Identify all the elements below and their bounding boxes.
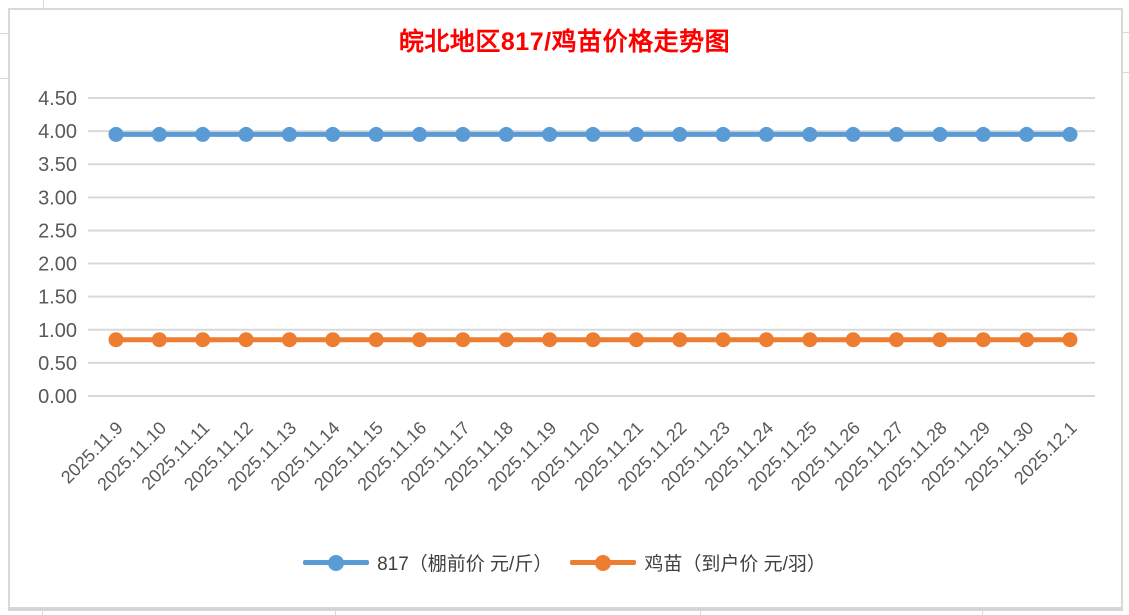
series-0-point <box>672 126 688 142</box>
legend-swatch-jimiao <box>570 554 637 571</box>
legend-label-817: 817（棚前价 元/斤） <box>377 554 553 575</box>
series-1-point <box>845 332 861 348</box>
sheet-gridline-stub <box>0 33 8 34</box>
y-axis-tick-label: 4.50 <box>38 88 77 110</box>
series-1-point <box>195 332 211 348</box>
y-axis-tick-label: 1.50 <box>38 287 77 309</box>
series-1-point <box>1019 332 1035 348</box>
y-axis-tick-label: 3.50 <box>38 154 77 176</box>
chart-legend: 817（棚前价 元/斤） 鸡苗（到户价 元/羽） <box>0 549 1129 576</box>
series-0-point <box>238 126 254 142</box>
legend-label-jimiao: 鸡苗（到户价 元/羽） <box>644 554 826 575</box>
y-axis-tick-label: 2.00 <box>38 254 77 276</box>
legend-item-jimiao: 鸡苗（到户价 元/羽） <box>570 549 826 576</box>
chart-title: 皖北地区817/鸡苗价格走势图 <box>398 28 731 56</box>
series-0-point <box>195 126 211 142</box>
series-1-point <box>889 332 905 348</box>
series-0-point <box>845 126 861 142</box>
series-1-point <box>151 332 167 348</box>
series-1-point <box>238 332 254 348</box>
series-1-point <box>715 332 731 348</box>
series-1-point <box>628 332 644 348</box>
series-0-point <box>1062 126 1078 142</box>
series-0-point <box>628 126 644 142</box>
series-1-point <box>1062 332 1078 348</box>
sheet-gridline-stub <box>1123 32 1129 33</box>
series-0-point <box>1019 126 1035 142</box>
series-1-point <box>802 332 818 348</box>
sheet-gridline-stub <box>1123 72 1129 73</box>
legend-swatch-817 <box>303 554 370 571</box>
series-1-point <box>758 332 774 348</box>
sheet-gridline-stub <box>0 78 8 79</box>
series-0-point <box>542 126 558 142</box>
legend-dot-icon <box>595 554 612 571</box>
chart-object[interactable] <box>8 8 1123 611</box>
series-1-point <box>585 332 601 348</box>
series-1-point <box>975 332 991 348</box>
legend-dot-icon <box>328 554 345 571</box>
series-0-point <box>498 126 514 142</box>
legend-item-817: 817（棚前价 元/斤） <box>303 549 552 576</box>
y-axis-tick-label: 1.00 <box>38 320 77 342</box>
series-1-point <box>108 332 124 348</box>
series-0-point <box>325 126 341 142</box>
sheet-gridline-stub <box>982 611 983 615</box>
series-1-point <box>412 332 428 348</box>
series-1-point <box>932 332 948 348</box>
series-1-point <box>281 332 297 348</box>
series-0-point <box>455 126 471 142</box>
series-0-point <box>412 126 428 142</box>
sheet-gridline-stub <box>335 611 336 615</box>
series-0-point <box>151 126 167 142</box>
series-0-point <box>932 126 948 142</box>
series-1-point <box>542 332 558 348</box>
series-0-point <box>889 126 905 142</box>
series-0-point <box>368 126 384 142</box>
y-axis-tick-label: 0.50 <box>38 353 77 375</box>
y-axis-tick-label: 3.00 <box>38 187 77 209</box>
series-0-point <box>585 126 601 142</box>
series-1-point <box>455 332 471 348</box>
sheet-gridline-stub <box>42 611 43 615</box>
y-axis-tick-label: 0.00 <box>38 386 77 408</box>
series-0-point <box>975 126 991 142</box>
y-axis-tick-label: 4.00 <box>38 121 77 143</box>
series-1-point <box>368 332 384 348</box>
series-0-point <box>758 126 774 142</box>
series-0-point <box>802 126 818 142</box>
series-0-point <box>281 126 297 142</box>
y-axis-tick-label: 2.50 <box>38 220 77 242</box>
series-1-point <box>498 332 514 348</box>
series-1-point <box>325 332 341 348</box>
series-1-point <box>672 332 688 348</box>
series-0-point <box>715 126 731 142</box>
sheet-gridline-stub <box>43 0 44 8</box>
sheet-gridline-stub <box>700 611 701 615</box>
series-0-point <box>108 126 124 142</box>
